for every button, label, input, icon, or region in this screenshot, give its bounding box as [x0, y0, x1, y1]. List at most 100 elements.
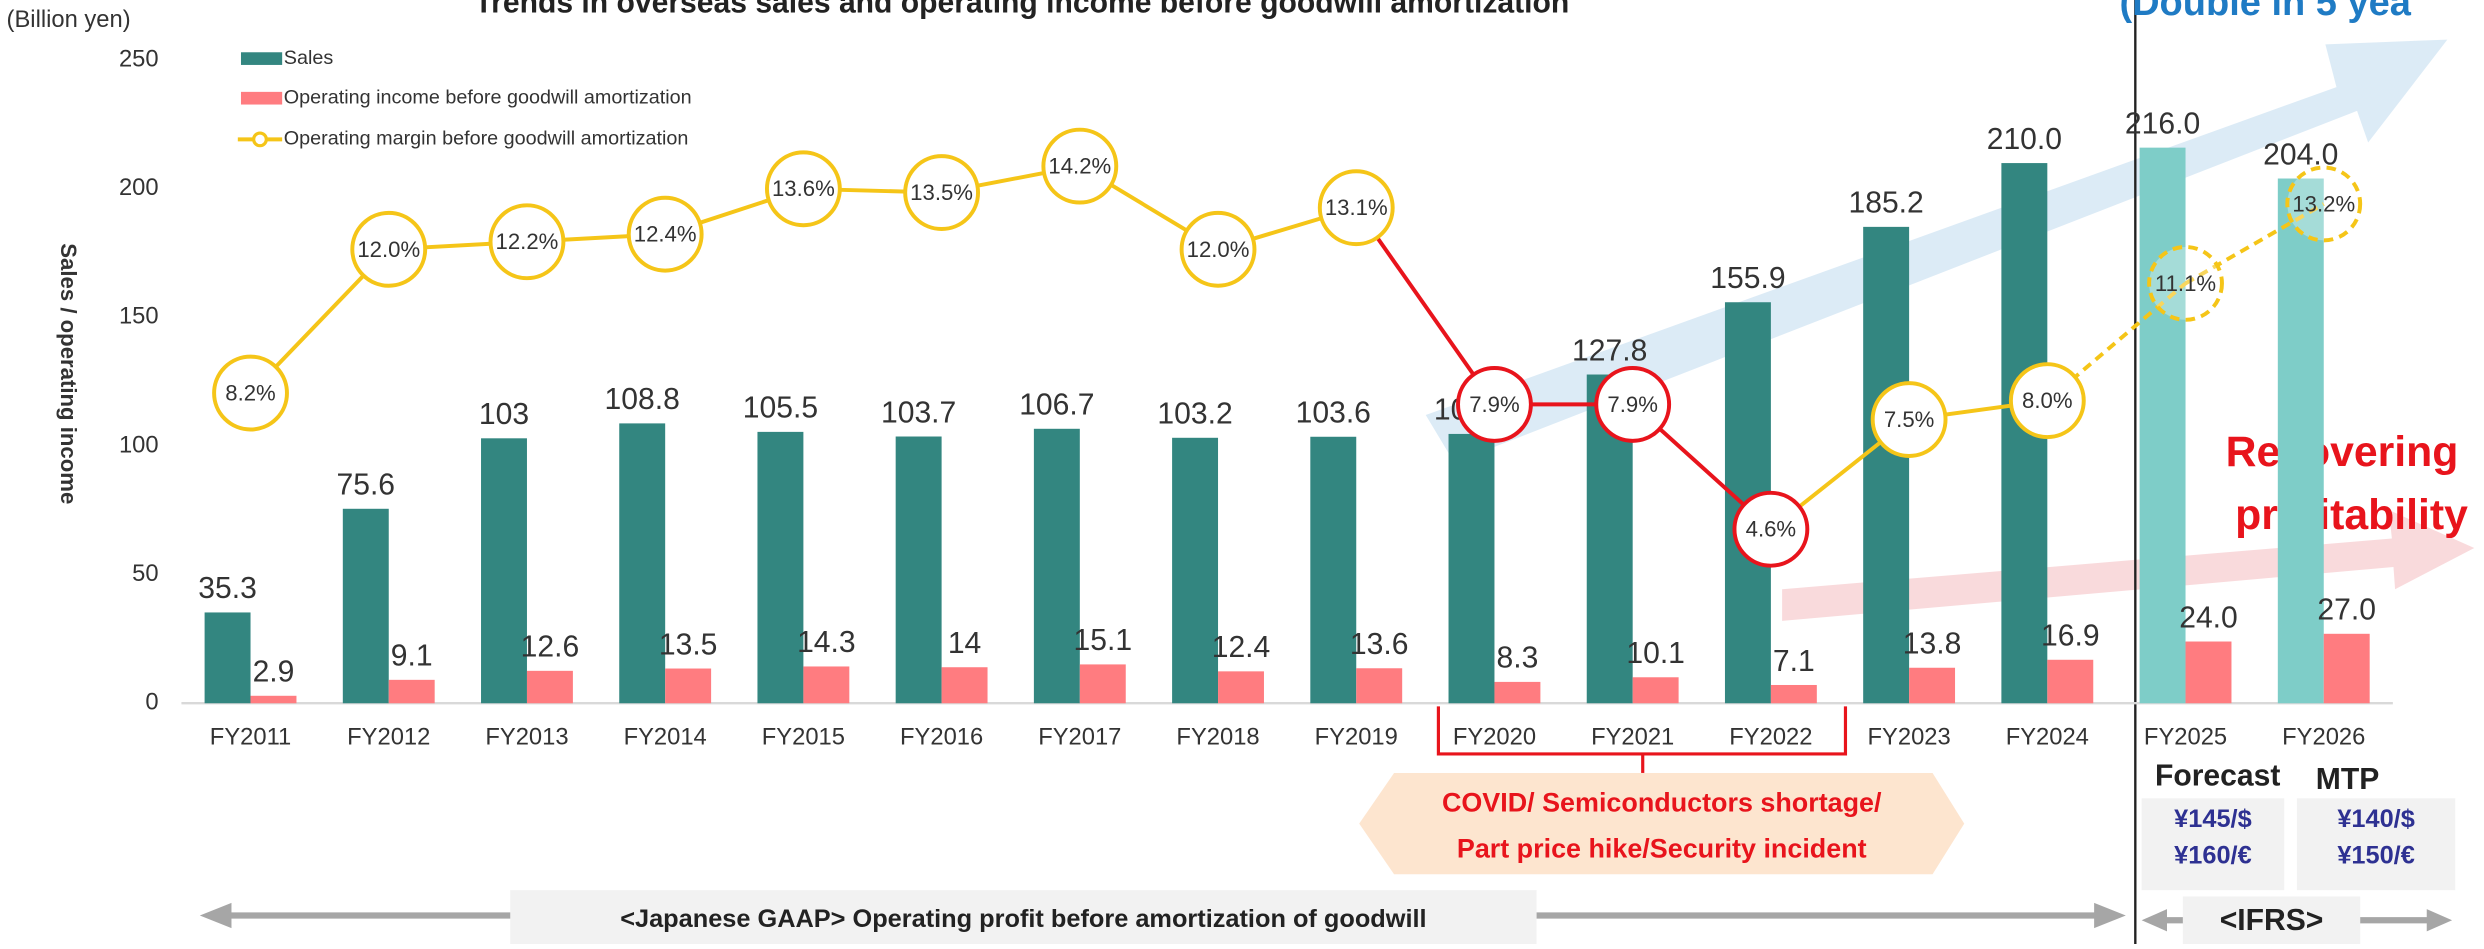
- data-label: 103: [479, 398, 529, 431]
- line-segment: [1354, 206, 1497, 406]
- mtp-rate-box: [2296, 798, 2456, 891]
- rate: ¥145/$: [2174, 805, 2251, 833]
- data-label: 105.5: [743, 392, 818, 425]
- y-tick-label: 200: [119, 174, 159, 201]
- gaap-arrow-head: [2094, 902, 2126, 929]
- gaap-box: [510, 890, 1537, 944]
- x-tick-label: FY2022: [1729, 723, 1812, 750]
- data-label: 35.3: [198, 572, 257, 605]
- bar: [2139, 147, 2186, 704]
- bar: [1033, 428, 1080, 704]
- data-label: 8.3: [1497, 642, 1539, 675]
- bar: [1310, 436, 1357, 704]
- data-label: 14.2%: [1048, 154, 1111, 179]
- x-tick-label: FY2012: [347, 723, 430, 750]
- data-label: 13.6: [1350, 628, 1409, 661]
- x-tick-label: FY2016: [900, 723, 983, 750]
- data-label: 7.9%: [1469, 392, 1520, 417]
- y-tick-label: 50: [132, 560, 158, 587]
- line-marker: [2285, 165, 2363, 243]
- legend-marker: [252, 131, 268, 148]
- x-tick-label: FY2013: [485, 723, 568, 750]
- data-label: 7.1: [1773, 645, 1815, 678]
- line-marker: [1594, 366, 1672, 443]
- forecast-rate-box: [2141, 798, 2285, 891]
- y-tick-label: 0: [145, 689, 158, 716]
- x-tick-label: FY2011: [210, 723, 291, 750]
- y-axis-label: Sales / operating income: [56, 243, 81, 504]
- data-label: 7.9%: [1607, 392, 1658, 417]
- x-tick-label: FY2018: [1176, 723, 1259, 750]
- data-label: 103.2: [1157, 398, 1232, 431]
- data-label: 14.3: [797, 626, 856, 659]
- bar: [2323, 633, 2370, 704]
- data-label: 13.2%: [2292, 191, 2355, 216]
- x-tick-label: FY2024: [2006, 723, 2089, 750]
- bar: [388, 679, 435, 704]
- covid-bracket: [1436, 706, 1848, 756]
- bar: [2277, 178, 2324, 704]
- data-label: 24.0: [2179, 601, 2238, 634]
- x-tick-label: FY2015: [762, 723, 845, 750]
- data-label: 13.8: [1903, 628, 1962, 661]
- rate: ¥150/€: [2337, 842, 2414, 870]
- bar: [803, 666, 850, 704]
- gaap-label: <Japanese GAAP> Operating profit before …: [620, 905, 1426, 933]
- bar: [342, 508, 389, 704]
- data-label: 12.4: [1212, 631, 1271, 664]
- bar: [941, 667, 988, 704]
- data-label: 16.9: [2041, 620, 2100, 653]
- legend-label: Operating income before goodwill amortiz…: [284, 86, 692, 108]
- data-label: 7.5%: [1884, 407, 1935, 432]
- x-tick-label: FY2023: [1868, 723, 1951, 750]
- data-label: 15.1: [1074, 624, 1133, 657]
- bar: [895, 436, 942, 704]
- ifrs-label: <IFRS>: [2220, 904, 2324, 937]
- line-marker: [626, 195, 704, 273]
- data-label: 13.5%: [910, 180, 973, 205]
- line-marker: [764, 150, 842, 228]
- covid-annotation: COVID/ Semiconductors shortage/: [1442, 788, 1882, 818]
- data-label: 10.1: [1626, 637, 1685, 670]
- bar: [1863, 226, 1910, 704]
- legend-label: Sales: [284, 47, 334, 69]
- x-tick-label: FY2019: [1315, 723, 1398, 750]
- x-tick-label: FY2017: [1038, 723, 1121, 750]
- data-label: 4.6%: [1746, 517, 1797, 542]
- y-tick-label: 250: [119, 45, 159, 72]
- data-label: 127.8: [1572, 334, 1647, 367]
- data-label: 108.8: [605, 383, 680, 416]
- y-tick-label: 100: [119, 431, 159, 458]
- legend-swatch: [240, 91, 283, 105]
- line-segment: [2184, 202, 2325, 286]
- data-label: 103.6: [1296, 397, 1371, 430]
- y-tick-label: 150: [119, 303, 159, 330]
- bar: [757, 431, 804, 704]
- line-marker: [1317, 169, 1395, 247]
- bar: [526, 670, 573, 704]
- line-marker: [1456, 366, 1533, 443]
- bar: [204, 612, 251, 704]
- line-marker: [350, 210, 428, 288]
- data-label: 27.0: [2317, 594, 2376, 627]
- data-label: 11.1%: [2155, 271, 2216, 296]
- data-label: 12.2%: [496, 229, 559, 254]
- data-label: 216.0: [2125, 107, 2200, 140]
- line-marker: [2008, 362, 2086, 440]
- bar: [1172, 437, 1219, 704]
- ifrs-box: [2182, 896, 2361, 944]
- line-marker: [903, 154, 981, 231]
- recovery-arrow: [1782, 510, 2475, 621]
- data-label: 13.1%: [1325, 195, 1388, 220]
- data-label: 185.2: [1848, 187, 1923, 220]
- bar: [1632, 677, 1679, 704]
- bar: [1218, 671, 1264, 704]
- x-tick-label: FY2026: [2282, 723, 2365, 750]
- data-label: 204.0: [2263, 138, 2338, 171]
- line-segment: [2046, 281, 2187, 403]
- data-label: 2.9: [253, 656, 295, 689]
- x-tick-label: FY2014: [624, 723, 707, 750]
- data-label: 103.7: [881, 396, 956, 429]
- x-tick-label: FY2020: [1453, 723, 1536, 750]
- data-label: 12.6: [521, 631, 580, 664]
